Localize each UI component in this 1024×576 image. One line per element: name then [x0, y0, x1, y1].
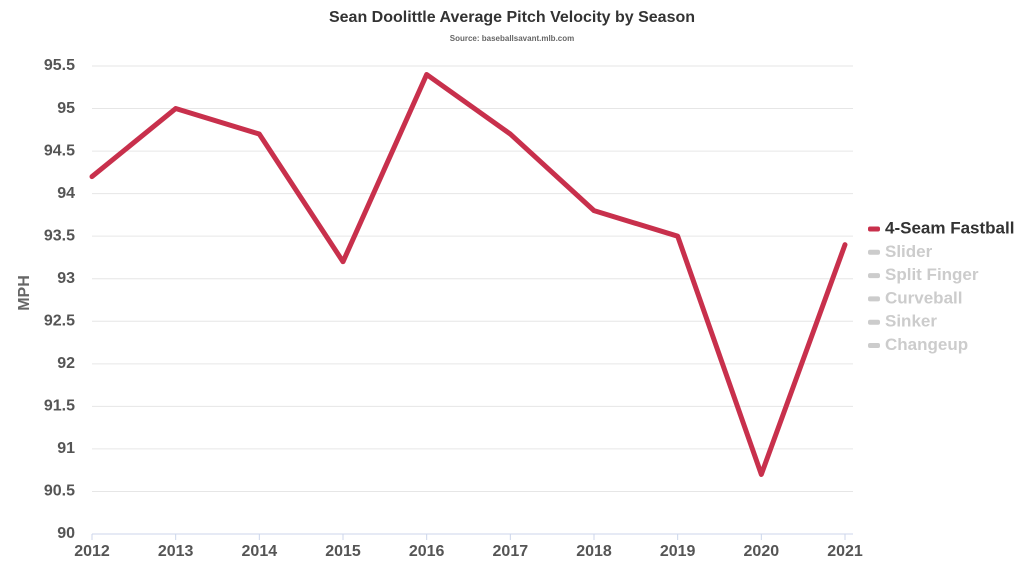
y-tick-label: 92: [57, 355, 75, 372]
legend-item[interactable]: Slider: [885, 242, 933, 261]
y-tick-label: 93.5: [44, 227, 75, 244]
legend-symbol[interactable]: [868, 319, 880, 325]
legend-symbol[interactable]: [868, 249, 880, 255]
legend-symbol[interactable]: [868, 273, 880, 279]
x-tick-label: 2016: [409, 543, 445, 560]
x-tick-label: 2013: [158, 543, 194, 560]
x-tick-label: 2012: [74, 543, 110, 560]
legend-item[interactable]: 4-Seam Fastball: [885, 218, 1014, 237]
x-tick-label: 2021: [827, 543, 863, 560]
y-tick-label: 91: [57, 440, 75, 457]
legend-item[interactable]: Sinker: [885, 312, 937, 331]
legend-item[interactable]: Curveball: [885, 288, 962, 307]
x-tick-label: 2018: [576, 543, 612, 560]
y-tick-label: 90: [57, 525, 75, 542]
y-tick-label: 95: [57, 100, 75, 117]
y-tick-label: 93: [57, 270, 75, 287]
x-tick-label: 2019: [660, 543, 696, 560]
x-tick-label: 2014: [242, 543, 278, 560]
legend-symbol[interactable]: [868, 226, 880, 232]
y-tick-label: 92.5: [44, 312, 75, 329]
legend-symbol[interactable]: [868, 343, 880, 348]
data-line: [89, 72, 848, 477]
x-tick-label: 2015: [325, 543, 361, 560]
legend-item[interactable]: Split Finger: [885, 265, 979, 284]
chart-subtitle: Source: baseballsavant.mlb.com: [450, 34, 575, 43]
x-tick-label: 2017: [493, 543, 529, 560]
y-tick-label: 90.5: [44, 483, 75, 500]
y-tick-label: 91.5: [44, 398, 75, 415]
chart-title: Sean Doolittle Average Pitch Velocity by…: [329, 9, 695, 26]
y-tick-label: 94.5: [44, 142, 75, 159]
x-tick-label: 2020: [744, 543, 780, 560]
y-axis-label: MPH: [16, 275, 33, 311]
y-tick-label: 94: [57, 185, 75, 202]
y-tick-label: 95.5: [44, 57, 75, 74]
legend-symbol[interactable]: [868, 296, 880, 302]
legend-item[interactable]: Changeup: [885, 335, 968, 354]
